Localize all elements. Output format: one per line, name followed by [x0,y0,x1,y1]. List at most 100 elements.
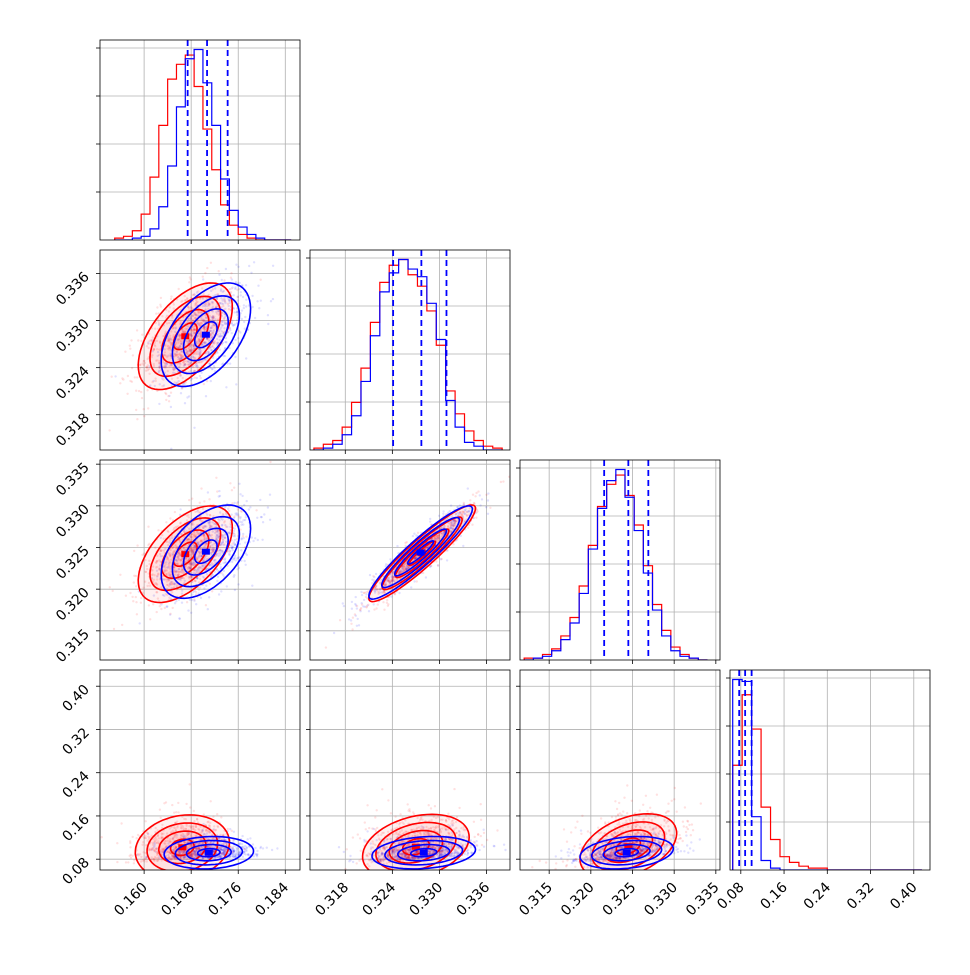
panel-frame [310,250,510,450]
scatter-point [487,513,489,515]
diagonal-content-0 [100,40,300,240]
scatter-point [260,516,262,518]
scatter-point [165,393,167,395]
scatter-point [240,294,242,296]
scatter-point [240,549,242,551]
scatter-point [132,600,134,602]
scatter-point [236,538,238,540]
scatter-point [112,590,114,592]
scatter-point [108,429,110,431]
scatter-point [169,613,171,615]
scatter-point [472,494,474,496]
scatter-point [136,613,138,615]
scatter-point [245,305,247,307]
scatter-point [135,575,137,577]
scatter-point [272,298,274,300]
scatter-point [170,298,172,300]
scatter-point [363,592,365,594]
scatter-point [260,300,262,302]
scatter-point [133,581,135,583]
scatter-point [234,525,236,527]
scatter-point [220,590,222,592]
scatter-point [325,646,327,648]
scatter-point [225,268,227,270]
scatter-point [233,831,235,833]
scatter-point [155,313,157,315]
scatter-point [143,415,145,417]
scatter-point [233,530,235,532]
scatter-point [263,513,265,515]
scatter-point [360,607,362,609]
scatter-point [198,589,200,591]
scatter-point [270,300,272,302]
scatter-point [350,623,352,625]
pair-panel-2-1 [310,460,510,660]
scatter-point [259,499,261,501]
scatter-point [159,304,161,306]
histogram-blue-2 [524,470,707,660]
scatter-point [167,395,169,397]
diagonal-content-3 [730,670,930,870]
panel-frame [730,670,930,870]
scatter-point [200,487,202,489]
scatter-point [127,375,129,377]
scatter-point [149,618,151,620]
scatter-point [131,381,133,383]
scatter-point [396,545,398,547]
scatter-point [191,498,193,500]
scatter-point [227,508,229,510]
scatter-point [373,603,375,605]
scatter-point [236,850,238,852]
scatter-point [237,337,239,339]
scatter-point [354,603,356,605]
scatter-point [251,295,253,297]
scatter-point [254,847,256,849]
scatter-point [178,617,180,619]
scatter-point [244,519,246,521]
scatter-point [146,389,148,391]
scatter-point [229,482,231,484]
scatter-point [216,580,218,582]
scatter-point [245,536,247,538]
scatter-point [234,589,236,591]
scatter-point [413,533,415,535]
scatter-point [237,568,239,570]
scatter-point [170,295,172,297]
scatter-point [231,543,233,545]
scatter-point [386,602,388,604]
scatter-point [269,494,271,496]
scatter-point [211,368,213,370]
scatter-point [233,515,235,517]
scatter-point [230,277,232,279]
scatter-point [412,535,414,537]
diagonal-panel-3 [726,670,930,870]
scatter-point [242,296,244,298]
scatter-point [417,532,419,534]
scatter-point [126,393,128,395]
scatter-point [267,506,269,508]
pair-panel-2-0 [100,460,300,660]
scatter-point [242,535,244,537]
scatter-point [243,304,245,306]
scatter-point [202,278,204,280]
scatter-point [406,541,408,543]
scatter-point [238,483,240,485]
scatter-point [256,850,258,852]
scatter-point [231,489,233,491]
scatter-point [210,262,212,264]
scatter-point [234,356,236,358]
scatter-point [231,502,233,504]
scatter-point [342,602,344,604]
scatter-point [174,602,176,604]
scatter-point [215,477,217,479]
pair-content-3-0 [101,783,279,880]
scatter-point [390,595,392,597]
scatter-point [204,272,206,274]
scatter-point [246,500,248,502]
scatter-point [471,524,473,526]
scatter-point [361,603,363,605]
scatter-point [152,603,154,605]
scatter-point [158,403,160,405]
scatter-point [200,377,202,379]
